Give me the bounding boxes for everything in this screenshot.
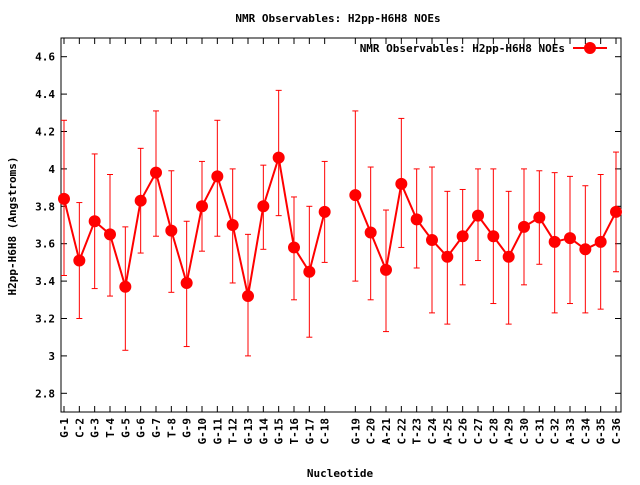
data-point xyxy=(349,189,362,202)
data-point xyxy=(410,213,423,226)
data-point xyxy=(594,235,607,248)
data-point xyxy=(211,170,224,183)
data-point xyxy=(472,209,484,222)
x-tick-label: T-16 xyxy=(288,418,301,445)
x-tick-label: G-10 xyxy=(196,418,209,445)
x-tick-label: G-7 xyxy=(150,418,163,438)
x-tick-label: G-35 xyxy=(595,418,608,445)
data-point xyxy=(610,205,622,218)
legend-label: NMR Observables: H2pp-H6H8 NOEs xyxy=(360,42,565,55)
legend: NMR Observables: H2pp-H6H8 NOEs xyxy=(360,42,607,55)
x-tick-label: A-25 xyxy=(441,418,454,445)
y-tick-label: 2.8 xyxy=(35,387,55,400)
x-tick-label: G-3 xyxy=(89,418,102,438)
x-tick-label: C-27 xyxy=(472,418,485,445)
data-point xyxy=(226,219,239,231)
data-point xyxy=(196,200,208,213)
series-line xyxy=(354,180,617,274)
x-tick-label: A-21 xyxy=(380,418,393,445)
y-tick-label: 3.4 xyxy=(35,275,55,288)
x-tick-label: C-28 xyxy=(487,418,500,445)
data-point xyxy=(426,233,438,246)
data-point xyxy=(150,166,162,179)
y-tick-label: 3 xyxy=(48,350,55,363)
x-tick-label: C-26 xyxy=(457,418,470,445)
data-point xyxy=(441,250,454,263)
x-axis-ticks: G-1 C-2 G-3 T-4 G-5 G-6 G-7 T-8 G-9 G-10 G-11 T-12 G… xyxy=(58,38,623,445)
data-point xyxy=(119,280,132,293)
chart-title: NMR Observables: H2pp-H6H8 NOEs xyxy=(235,12,440,25)
x-tick-label: A-29 xyxy=(503,418,516,445)
plot-frame xyxy=(60,37,622,413)
x-tick-label: A-33 xyxy=(564,418,577,445)
x-tick-label: G-13 xyxy=(242,418,255,445)
x-tick-label: C-20 xyxy=(365,418,378,445)
x-tick-label: T-23 xyxy=(411,418,424,445)
x-tick-label: G-1 xyxy=(58,418,71,438)
data-point xyxy=(303,265,316,278)
data-point xyxy=(58,192,70,205)
x-tick-label: C-31 xyxy=(533,418,546,445)
x-tick-label: C-2 xyxy=(73,418,86,438)
data-point xyxy=(456,230,469,243)
data-point xyxy=(364,226,377,239)
data-point xyxy=(502,250,515,263)
x-tick-label: C-32 xyxy=(549,418,562,445)
data-point xyxy=(564,232,576,245)
x-tick-label: G-17 xyxy=(303,418,316,445)
y-axis-ticks: 2.8 3 3.2 3.4 3.6 3.8 4 4.2 4.4 4.6 xyxy=(35,51,621,400)
data-point xyxy=(88,215,101,228)
series-lines xyxy=(58,89,622,357)
x-tick-label: T-8 xyxy=(165,418,178,438)
data-point xyxy=(380,263,392,276)
data-point xyxy=(518,220,530,233)
y-tick-label: 4.6 xyxy=(35,51,55,64)
data-point xyxy=(487,230,500,243)
y-tick-label: 3.8 xyxy=(35,200,55,213)
data-point xyxy=(73,254,86,267)
data-point xyxy=(104,228,116,241)
data-point xyxy=(242,290,254,303)
data-point xyxy=(134,194,147,207)
y-axis-label: H2pp-H6H8 (Angstroms) xyxy=(6,156,19,295)
y-tick-label: 3.2 xyxy=(35,313,55,326)
x-tick-label: C-18 xyxy=(319,418,332,445)
x-tick-label: T-4 xyxy=(104,418,117,438)
x-axis-label: Nucleotide xyxy=(307,467,374,480)
data-point xyxy=(548,235,561,248)
data-point xyxy=(272,151,285,164)
data-point xyxy=(165,224,178,237)
data-point xyxy=(257,200,270,213)
x-tick-label: C-34 xyxy=(579,418,592,445)
x-tick-label: G-19 xyxy=(349,418,362,445)
y-tick-label: 4.4 xyxy=(35,88,55,101)
x-tick-label: G-14 xyxy=(257,418,270,445)
x-tick-label: T-12 xyxy=(227,418,240,445)
x-tick-label: G-6 xyxy=(135,418,148,438)
x-tick-label: G-5 xyxy=(119,418,132,438)
y-tick-label: 4 xyxy=(48,163,55,176)
x-tick-label: C-22 xyxy=(395,418,408,445)
x-tick-label: C-24 xyxy=(426,418,439,445)
y-tick-label: 4.2 xyxy=(35,126,55,139)
x-tick-label: G-15 xyxy=(273,418,286,445)
series-line xyxy=(63,157,326,297)
y-tick-label: 3.6 xyxy=(35,238,55,251)
data-point xyxy=(579,243,592,256)
x-tick-label: C-30 xyxy=(518,418,531,445)
x-tick-label: G-9 xyxy=(181,418,194,438)
data-point xyxy=(180,276,193,289)
plot-border xyxy=(60,37,622,413)
data-point xyxy=(533,211,546,224)
x-tick-label: G-11 xyxy=(211,418,224,445)
data-point xyxy=(318,205,331,218)
data-point xyxy=(395,177,408,190)
data-point xyxy=(288,241,300,254)
legend-marker xyxy=(584,42,596,54)
x-tick-label: C-36 xyxy=(610,418,623,445)
